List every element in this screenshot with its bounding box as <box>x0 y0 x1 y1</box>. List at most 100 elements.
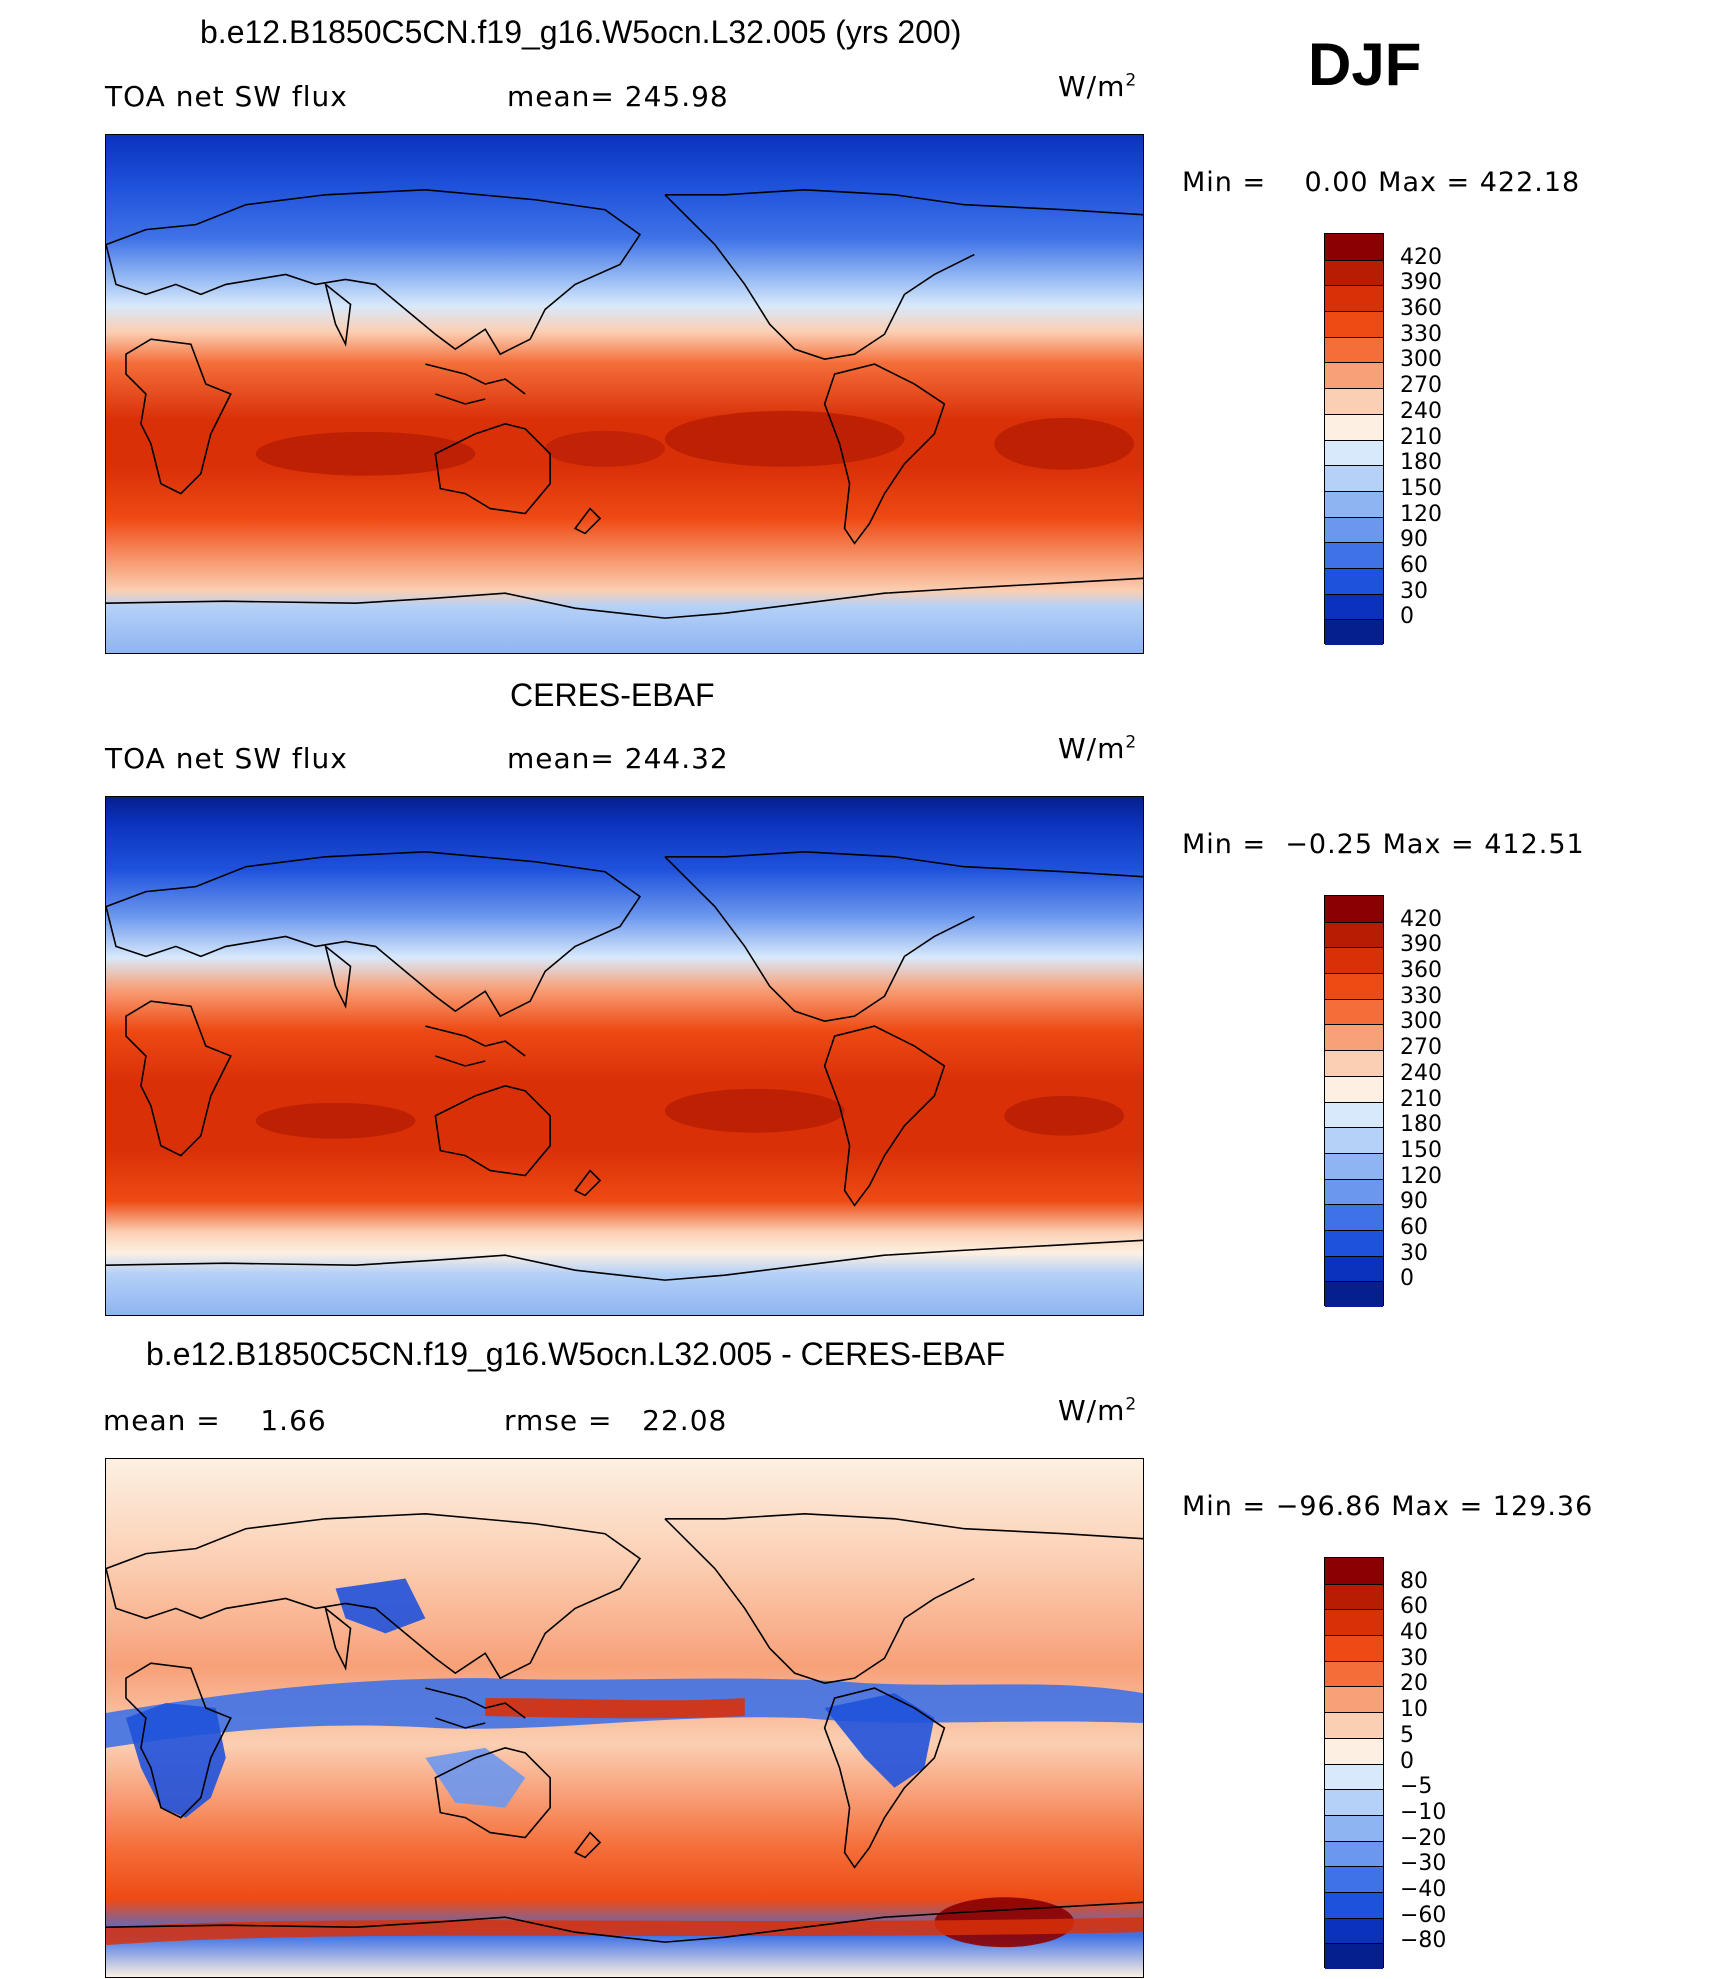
panel1-map <box>105 134 1144 654</box>
colorbar-tick-label: 90 <box>1400 1189 1428 1215</box>
colorbar-swatch <box>1325 1075 1383 1102</box>
panel2-colorbar <box>1324 895 1384 1307</box>
panel2-minmax: Min = −0.25 Max = 412.51 <box>1182 829 1585 860</box>
colorbar-swatch <box>1325 1635 1383 1661</box>
colorbar-swatch <box>1325 896 1383 922</box>
panel3-rmse-label: rmse = 22.08 <box>504 1404 728 1437</box>
colorbar-tick-label: 210 <box>1400 1086 1442 1112</box>
colorbar-tick-label: −60 <box>1400 1902 1447 1928</box>
colorbar-tick-label: 20 <box>1400 1671 1428 1697</box>
colorbar-swatch <box>1325 388 1383 414</box>
colorbar-tick-label: 60 <box>1400 1214 1428 1240</box>
panel1-mean-label: mean= 245.98 <box>507 80 729 113</box>
panel1-units: W/m2 <box>1058 70 1138 103</box>
colorbar-tick-label: −10 <box>1400 1799 1447 1825</box>
colorbar-swatch <box>1325 1101 1383 1128</box>
colorbar-swatch <box>1325 1737 1383 1764</box>
colorbar-swatch <box>1325 1583 1383 1610</box>
panel1-map-field <box>106 135 1143 653</box>
colorbar-swatch <box>1325 1609 1383 1636</box>
colorbar-tick-label: 420 <box>1400 906 1442 932</box>
colorbar-tick-label: −5 <box>1400 1774 1433 1800</box>
colorbar-tick-label: 10 <box>1400 1697 1428 1723</box>
colorbar-swatch <box>1325 516 1383 543</box>
colorbar-swatch <box>1325 1024 1383 1051</box>
colorbar-swatch <box>1325 1127 1383 1153</box>
colorbar-tick-label: 270 <box>1400 1035 1442 1061</box>
colorbar-swatch <box>1325 1789 1383 1815</box>
colorbar-tick-label: 330 <box>1400 983 1442 1009</box>
panel3-colorbar <box>1324 1557 1384 1969</box>
colorbar-swatch <box>1325 998 1383 1025</box>
colorbar-tick-label: 180 <box>1400 1112 1442 1138</box>
panel3-units: W/m2 <box>1058 1394 1138 1427</box>
panel1-colorbar <box>1324 233 1384 645</box>
colorbar-tick-label: 120 <box>1400 501 1442 527</box>
colorbar-tick-label: 80 <box>1400 1568 1428 1594</box>
colorbar-tick-label: 60 <box>1400 552 1428 578</box>
colorbar-tick-label: 5 <box>1400 1722 1414 1748</box>
colorbar-tick-label: 270 <box>1400 373 1442 399</box>
colorbar-swatch <box>1325 259 1383 286</box>
colorbar-tick-label: 360 <box>1400 958 1442 984</box>
colorbar-swatch <box>1325 285 1383 312</box>
colorbar-tick-label: 150 <box>1400 1137 1442 1163</box>
panel2-map <box>105 796 1144 1316</box>
colorbar-swatch <box>1325 1943 1383 1969</box>
colorbar-swatch <box>1325 234 1383 260</box>
panel2-units: W/m2 <box>1058 732 1138 765</box>
colorbar-swatch <box>1325 1917 1383 1944</box>
colorbar-tick-label: 40 <box>1400 1620 1428 1646</box>
colorbar-swatch <box>1325 1866 1383 1892</box>
colorbar-tick-label: 30 <box>1400 1240 1428 1266</box>
colorbar-swatch <box>1325 1712 1383 1738</box>
panel3-map-field <box>106 1459 1143 1977</box>
colorbar-tick-label: 300 <box>1400 347 1442 373</box>
colorbar-tick-label: 360 <box>1400 296 1442 322</box>
panel3-minmax: Min = −96.86 Max = 129.36 <box>1182 1491 1594 1522</box>
colorbar-swatch <box>1325 311 1383 337</box>
panel2-map-field <box>106 797 1143 1315</box>
colorbar-swatch <box>1325 362 1383 389</box>
colorbar-tick-label: −40 <box>1400 1876 1447 1902</box>
colorbar-swatch <box>1325 1891 1383 1918</box>
panel1-variable-label: TOA net SW flux <box>105 80 348 113</box>
colorbar-tick-label: 30 <box>1400 578 1428 604</box>
colorbar-swatch <box>1325 1814 1383 1841</box>
colorbar-tick-label: 210 <box>1400 424 1442 450</box>
panel2-mean-label: mean= 244.32 <box>507 742 729 775</box>
colorbar-tick-label: 180 <box>1400 450 1442 476</box>
season-label: DJF <box>1308 31 1422 98</box>
colorbar-swatch <box>1325 1204 1383 1230</box>
colorbar-tick-label: −30 <box>1400 1851 1447 1877</box>
colorbar-tick-label: 120 <box>1400 1163 1442 1189</box>
colorbar-swatch <box>1325 1660 1383 1687</box>
panel2-title: CERES-EBAF <box>510 677 715 713</box>
colorbar-tick-label: 300 <box>1400 1009 1442 1035</box>
colorbar-swatch <box>1325 490 1383 517</box>
colorbar-tick-label: 0 <box>1400 1266 1414 1292</box>
colorbar-tick-label: 0 <box>1400 604 1414 630</box>
colorbar-swatch <box>1325 619 1383 645</box>
colorbar-tick-label: 240 <box>1400 1060 1442 1086</box>
colorbar-swatch <box>1325 1763 1383 1790</box>
panel3-title: b.e12.B1850C5CN.f19_g16.W5ocn.L32.005 - … <box>146 1336 1006 1372</box>
colorbar-tick-label: 0 <box>1400 1748 1414 1774</box>
colorbar-swatch <box>1325 1152 1383 1179</box>
panel3-map <box>105 1458 1144 1978</box>
colorbar-swatch <box>1325 567 1383 594</box>
colorbar-swatch <box>1325 947 1383 974</box>
colorbar-tick-label: 240 <box>1400 398 1442 424</box>
colorbar-tick-label: −20 <box>1400 1825 1447 1851</box>
colorbar-swatch <box>1325 973 1383 999</box>
colorbar-swatch <box>1325 1050 1383 1076</box>
colorbar-tick-label: 90 <box>1400 527 1428 553</box>
colorbar-swatch <box>1325 1281 1383 1307</box>
colorbar-tick-label: −80 <box>1400 1928 1447 1954</box>
panel1-title: b.e12.B1850C5CN.f19_g16.W5ocn.L32.005 (y… <box>200 14 962 50</box>
colorbar-swatch <box>1325 921 1383 948</box>
colorbar-tick-label: 30 <box>1400 1645 1428 1671</box>
colorbar-swatch <box>1325 336 1383 363</box>
colorbar-swatch <box>1325 593 1383 620</box>
colorbar-tick-label: 390 <box>1400 932 1442 958</box>
